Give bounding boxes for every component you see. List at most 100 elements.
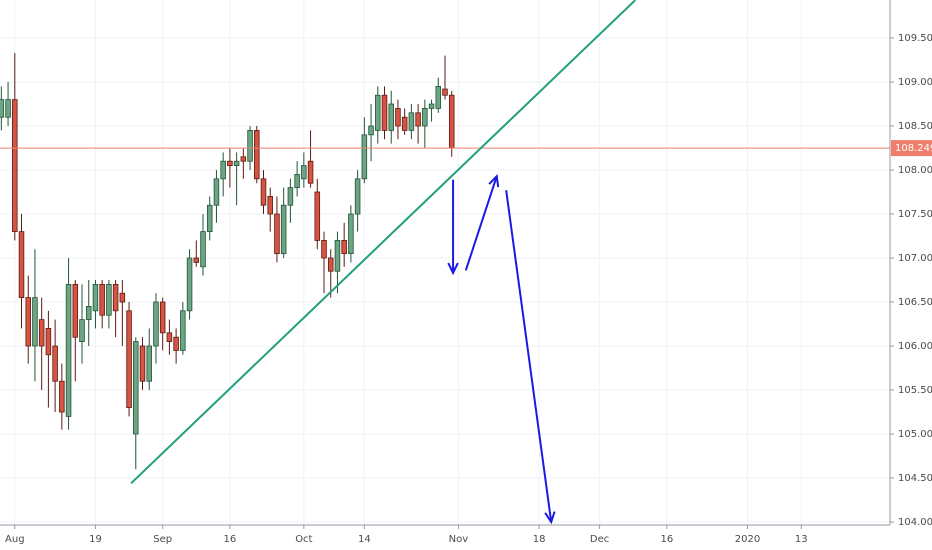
grid [0,0,890,525]
candle-body [18,231,25,299]
candle-body [314,191,321,241]
candle-body [415,112,421,127]
x-tick-label: Sep [153,534,172,545]
candle-body [72,284,79,338]
candle-body [5,99,11,118]
candle-body [307,160,314,184]
candle-body [38,319,45,347]
x-tick-label: 16 [224,534,237,545]
candle-body [146,345,152,382]
candle-body [247,130,253,162]
x-tick-label: Aug [5,534,25,545]
candle-body [327,257,334,272]
candle-body [260,178,267,206]
arrow-head [544,511,556,525]
x-tick-label: 18 [533,534,546,545]
candle-body [274,213,280,255]
candle-body [422,108,428,127]
candle-body [267,196,273,215]
candle-body [448,94,455,149]
candle-body [227,160,233,167]
y-tick-label: 106.500 [898,297,932,308]
candle-body [334,240,341,272]
candle-body [401,116,408,131]
plot-area [0,0,890,525]
candle-body [442,88,448,96]
candle-body [85,306,92,321]
candle-body [186,257,193,312]
candle-body [153,301,159,347]
arrow [464,175,498,271]
trendline [130,0,636,485]
candle-body [301,165,307,180]
candle-body [79,319,85,343]
y-tick-label: 109.500 [898,33,932,44]
candle-body [159,301,166,334]
candle-body [133,341,139,435]
candle-body [106,284,112,316]
candle-body [368,125,374,136]
x-tick-label: 2020 [735,534,760,545]
x-tick-label: 19 [89,534,102,545]
candle-body [59,380,65,413]
candle-body [173,336,179,351]
candle-body [294,174,300,189]
candle-body [32,297,38,347]
y-tick-label: 104.500 [898,473,932,484]
candle-body [233,160,240,167]
candle-body [126,310,132,409]
x-tick-label: 16 [660,534,673,545]
y-tick-label: 105.000 [898,429,932,440]
candle-body [200,231,206,268]
last-price-box [891,140,932,157]
candle-body [112,284,119,312]
y-tick-label: 106.000 [898,341,932,352]
y-tick-label: 108.000 [898,165,932,176]
y-tick-label: 105.500 [898,385,932,396]
candle-body [25,297,31,347]
candle-body [408,112,415,131]
arrow [505,190,553,523]
y-tick-label: 107.000 [898,253,932,264]
candle-body [52,345,58,382]
last-price-label: 108.249 [895,143,932,154]
candle-body [139,345,146,382]
candle-body [341,240,347,255]
x-tick-label: 14 [358,534,371,545]
candle-body [381,94,388,131]
candle-body [65,284,72,417]
candle-body [166,332,173,343]
candle-body [92,284,99,312]
candle-body [119,292,126,303]
candle-body [348,213,354,255]
candle-body [180,310,186,351]
candle-body [213,178,220,206]
x-tick-label: Nov [449,534,469,545]
candle-body [435,86,442,109]
y-tick-label: 108.500 [898,121,932,132]
candle-body [395,108,401,127]
x-tick-label: Oct [295,534,312,545]
candle-body [388,103,394,131]
candle-body [220,160,226,180]
candle-body [287,187,294,206]
candle-body [99,284,105,316]
candle-body [375,94,381,131]
arrow-head [447,262,459,276]
candle-body [254,130,260,180]
arrow-head [488,173,500,188]
x-tick-label: 13 [795,534,808,545]
candle-body [354,178,361,215]
candle-body [206,204,213,233]
x-tick-label: Dec [590,534,609,545]
candle-body [240,156,247,162]
y-tick-label: 104.000 [898,517,932,528]
candle-body [361,134,368,180]
y-tick-label: 109.000 [898,77,932,88]
candle-body [12,99,18,233]
candle-body [45,328,52,356]
candle-body [428,103,435,109]
candle-body [0,99,5,118]
